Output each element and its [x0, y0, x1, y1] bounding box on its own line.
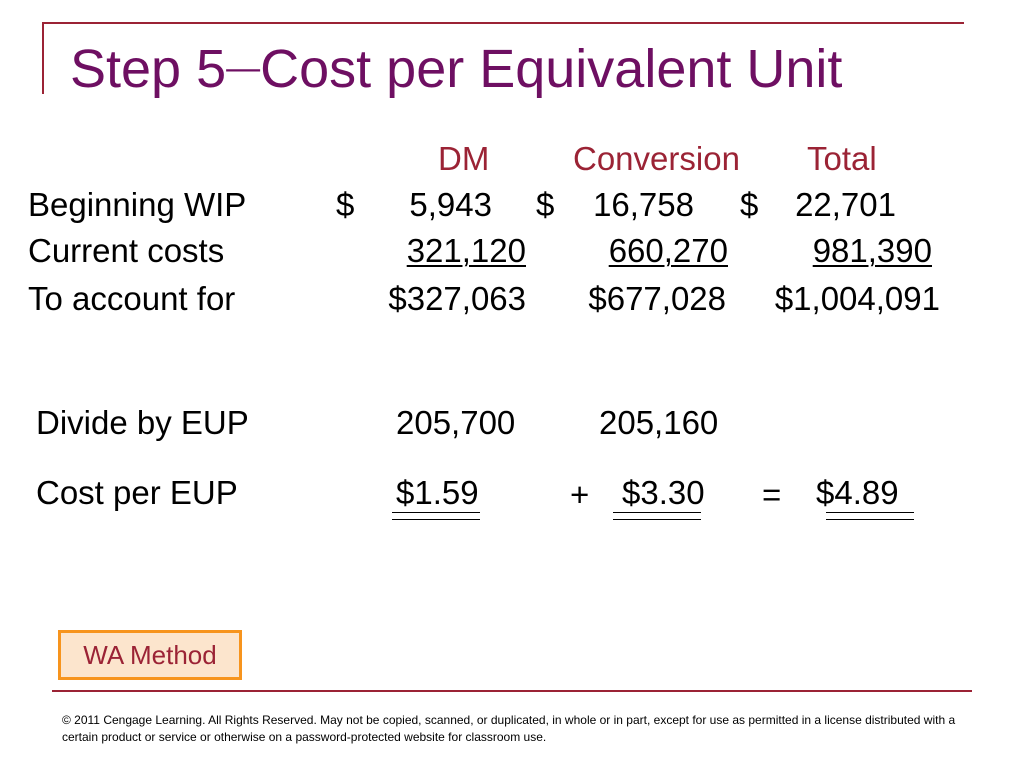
left-accent-line	[42, 22, 44, 94]
row-label-to-account-for: To account for	[28, 280, 236, 317]
header-conversion: Conversion	[573, 140, 740, 177]
current-costs-total: 981,390	[812, 232, 932, 269]
to-account-for-dm: $327,063	[388, 280, 526, 317]
cost-per-eup-dm: $1.59	[396, 474, 479, 511]
row-label-beginning-wip: Beginning WIP	[28, 186, 247, 223]
dollar-sign-dm: $	[336, 186, 355, 223]
bottom-divider-line	[52, 690, 972, 692]
slide-title: Step 5—Cost per Equivalent Unit	[70, 42, 842, 96]
double-underline-total	[826, 512, 914, 520]
plus-sign: +	[570, 476, 590, 513]
double-underline-conversion	[613, 512, 701, 520]
wa-method-box: WA Method	[58, 630, 242, 680]
equals-sign: =	[762, 476, 782, 513]
dollar-sign-conversion: $	[536, 186, 555, 223]
title-part-2: Cost per Equivalent Unit	[260, 39, 843, 99]
current-costs-dm: 321,120	[406, 232, 526, 269]
eup-dm: 205,700	[396, 404, 516, 441]
header-dm: DM	[438, 140, 490, 177]
copyright-notice: © 2011 Cengage Learning. All Rights Rese…	[62, 713, 956, 744]
cost-per-eup-conversion: $3.30	[622, 474, 705, 511]
title-part-1: Step 5	[70, 39, 227, 99]
to-account-for-conversion: $677,028	[588, 280, 726, 317]
cost-per-eup-label: Cost per EUP	[36, 474, 238, 511]
dollar-sign-total: $	[740, 186, 759, 223]
beginning-wip-conversion: 16,758	[593, 186, 694, 223]
to-account-for-total: $1,004,091	[774, 280, 940, 317]
beginning-wip-total: 22,701	[795, 186, 896, 223]
eup-conversion: 205,160	[599, 404, 719, 441]
double-underline-dm	[392, 512, 480, 520]
title-dash: —	[226, 49, 261, 87]
cost-per-eup-total: $4.89	[816, 474, 899, 511]
divide-by-eup-label: Divide by EUP	[36, 404, 249, 441]
header-total: Total	[807, 140, 877, 177]
row-label-current-costs: Current costs	[28, 232, 225, 269]
top-divider-line	[42, 22, 964, 24]
beginning-wip-dm: 5,943	[409, 186, 492, 223]
current-costs-conversion: 660,270	[608, 232, 728, 269]
